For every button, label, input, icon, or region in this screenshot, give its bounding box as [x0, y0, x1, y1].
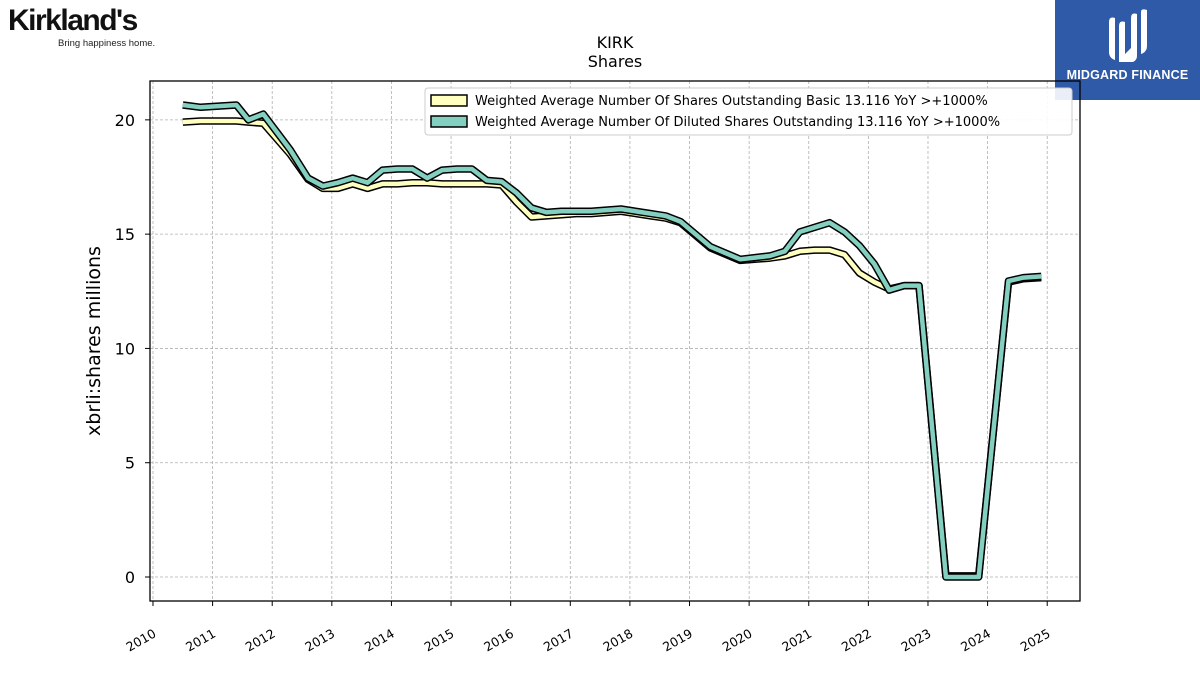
- legend: Weighted Average Number Of Shares Outsta…: [424, 87, 1073, 136]
- kirklands-logo: Kirkland's Bring happiness home.: [8, 4, 168, 50]
- midgard-logo-text: MIDGARD FINANCE: [1066, 68, 1189, 82]
- x-tick-label: 2011: [183, 626, 218, 655]
- x-tick-label: 2022: [839, 626, 874, 655]
- x-tick-label: 2014: [362, 626, 397, 655]
- kirklands-logo-wordmark: Kirkland's: [8, 4, 138, 37]
- series-lines: [182, 101, 1042, 581]
- midgard-finance-logo: MIDGARD FINANCE: [1055, 0, 1200, 100]
- x-tick-label: 2012: [243, 626, 278, 655]
- chart-title: KIRK: [597, 33, 634, 52]
- series-line-diluted-outline: [182, 101, 1042, 581]
- x-tick-label: 2018: [600, 626, 635, 655]
- y-tick-label: 10: [115, 339, 135, 358]
- y-tick-label: 5: [125, 454, 135, 473]
- x-tick-label: 2025: [1018, 626, 1053, 655]
- x-tick-label: 2013: [302, 626, 337, 655]
- x-tick-label: 2021: [779, 626, 814, 655]
- legend-label-diluted: Weighted Average Number Of Diluted Share…: [475, 115, 1000, 130]
- x-tick-label: 2024: [958, 626, 993, 655]
- legend-swatch-basic: [430, 94, 468, 107]
- x-tick-label: 2016: [481, 626, 516, 655]
- kirklands-logo-tagline: Bring happiness home.: [58, 38, 156, 49]
- legend-box: [424, 87, 1073, 136]
- y-tick-label: 0: [125, 568, 135, 587]
- legend-swatch-diluted: [430, 115, 468, 128]
- x-tick-label: 2010: [123, 626, 158, 655]
- y-tick-label: 20: [115, 111, 135, 130]
- x-tick-label: 2015: [422, 626, 457, 655]
- y-tick-label: 15: [115, 225, 135, 244]
- legend-label-basic: Weighted Average Number Of Shares Outsta…: [475, 94, 988, 109]
- x-tick-label: 2017: [541, 626, 576, 655]
- plot-frame: [149, 80, 1081, 602]
- chart-subtitle: Shares: [588, 52, 643, 71]
- x-tick-label: 2019: [660, 626, 695, 655]
- y-axis-label: xbrli:shares millions: [83, 246, 105, 436]
- midgard-emblem-icon: [1109, 9, 1147, 62]
- x-tick-label: 2020: [720, 626, 755, 655]
- series-line-diluted: [182, 102, 1042, 580]
- axes: 2010 2011 2012 2013 2014 2015 2016 2017 2018 2019…: [115, 111, 1053, 655]
- x-tick-label: 2023: [898, 626, 933, 655]
